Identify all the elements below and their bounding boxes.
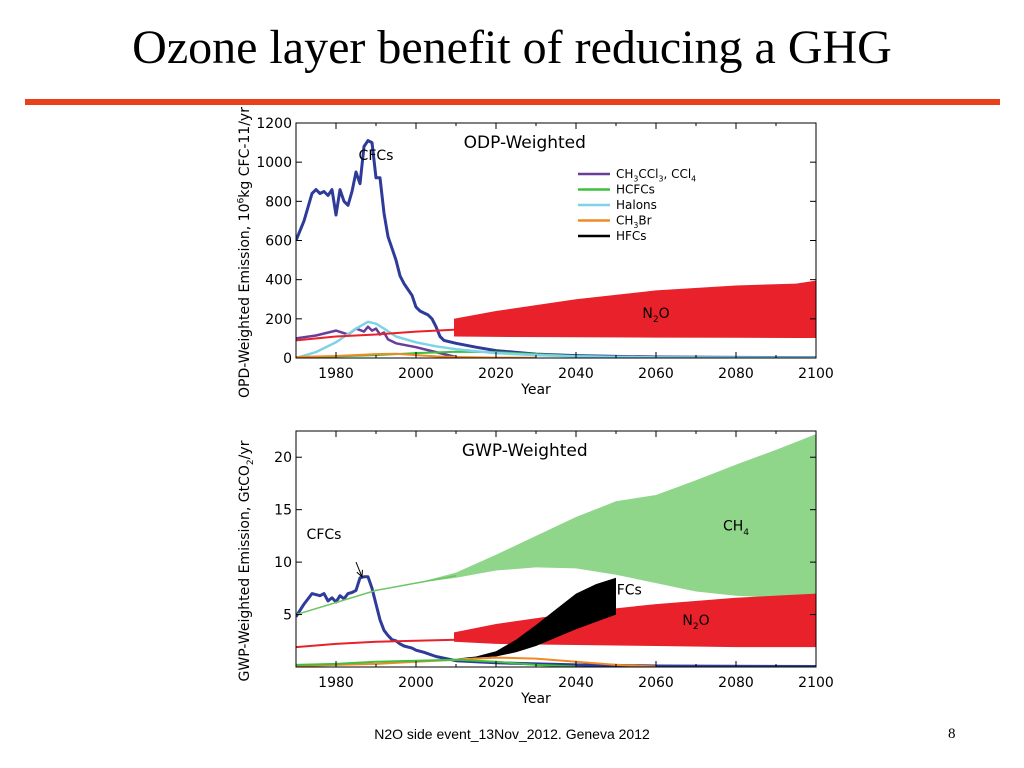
- odp-y-tick-label: 400: [265, 273, 292, 289]
- gwp-annotation-arrow: [355, 561, 363, 577]
- gwp-y-tick-label: 10: [274, 555, 292, 571]
- odp-legend-label: HCFCs: [616, 183, 655, 197]
- odp-x-tick-label: 2000: [398, 366, 434, 382]
- gwp-y-tick-label: 20: [274, 450, 292, 466]
- gwp-annotation-ch4: CH4: [723, 519, 749, 538]
- odp-y-tick-label: 600: [265, 234, 292, 250]
- gwp-x-tick-label: 2040: [558, 675, 594, 691]
- odp-series-ch3ccl3-ccl4: [296, 325, 457, 358]
- odp-legend-label: HFCs: [616, 229, 647, 243]
- gwp-plot-area: [296, 434, 816, 667]
- title-divider: [25, 99, 1000, 105]
- odp-annotation-n2o: N2O: [642, 306, 669, 325]
- odp-x-tick-label: 2100: [798, 366, 834, 382]
- odp-legend-label: Halons: [616, 198, 657, 212]
- odp-x-axis-label: Year: [520, 382, 551, 398]
- gwp-series-cfcs: [296, 575, 816, 667]
- gwp-y-tick-label: 15: [274, 503, 292, 519]
- gwp-band-n2o: [454, 593, 816, 648]
- odp-plot-area: [296, 139, 816, 358]
- odp-chart: 1980 2000 2020 2040 2060 2080 2100 0 200 400 600 80…: [236, 107, 833, 398]
- odp-legend-label: CH3CCl3, CCl4: [616, 167, 696, 184]
- gwp-chart: 1980 2000 2020 2040 2060 2080 2100 5 10 15 20 GWP-W…: [237, 430, 834, 707]
- gwp-series-n2o: [296, 638, 457, 649]
- gwp-x-tick-label: 2080: [718, 675, 754, 691]
- gwp-annotation-cfcs: CFCs: [307, 527, 342, 543]
- gwp-annotation-hfcs: HFCs: [606, 583, 642, 599]
- odp-x-tick-label: 2020: [478, 366, 514, 382]
- odp-legend-label: CH3Br: [616, 214, 652, 231]
- odp-y-tick-label: 1000: [256, 155, 292, 171]
- odp-x-tick-label: 1980: [318, 366, 354, 382]
- odp-band-n2o: [454, 280, 816, 338]
- gwp-x-tick-label: 2060: [638, 675, 674, 691]
- gwp-series-ch4: [296, 574, 457, 616]
- odp-x-tick-label: 2040: [558, 366, 594, 382]
- odp-chart-title: ODP-Weighted: [464, 133, 586, 153]
- gwp-plot-frame: [295, 430, 817, 668]
- gwp-x-axis-label: Year: [520, 691, 551, 707]
- odp-y-tick-label: 1200: [256, 116, 292, 132]
- gwp-annotation-arrowhead: [356, 569, 363, 578]
- gwp-x-tick-label: 1980: [318, 675, 354, 691]
- odp-annotation-cfcs: CFCs: [359, 148, 394, 164]
- gwp-x-tick-label: 2100: [798, 675, 834, 691]
- odp-series-n2o: [296, 328, 457, 342]
- odp-y-tick-label: 0: [283, 351, 292, 367]
- odp-x-tick-label: 2060: [638, 366, 674, 382]
- charts-canvas: 1980 2000 2020 2040 2060 2080 2100 0 200 400 600 80…: [236, 107, 834, 707]
- gwp-y-tick-label: 5: [283, 608, 292, 624]
- gwp-band-ch4: [296, 434, 816, 615]
- odp-series-cfcs: [296, 139, 816, 358]
- gwp-series-hcfcs: [296, 658, 577, 667]
- gwp-series-ch3br: [296, 656, 657, 667]
- gwp-x-tick-label: 2020: [478, 675, 514, 691]
- gwp-chart-title: GWP-Weighted: [462, 441, 588, 461]
- gwp-band-hfcs: [436, 577, 616, 660]
- gwp-y-axis-label: GWP-Weighted Emission, GtCO2/yr: [237, 440, 256, 681]
- page-number: 8: [948, 726, 956, 742]
- odp-y-axis-label: OPD-Weighted Emission, 106kg CFC-11/yr: [236, 107, 253, 398]
- gwp-annotation-n2o: N2O: [682, 613, 709, 632]
- odp-y-tick-label: 200: [265, 312, 292, 328]
- odp-x-tick-label: 2080: [718, 366, 754, 382]
- odp-y-tick-label: 800: [265, 194, 292, 210]
- slide-title: Ozone layer benefit of reducing a GHG: [132, 21, 892, 74]
- footer-text: N2O side event_13Nov_2012. Geneva 2012: [374, 726, 650, 742]
- gwp-x-tick-label: 2000: [398, 675, 434, 691]
